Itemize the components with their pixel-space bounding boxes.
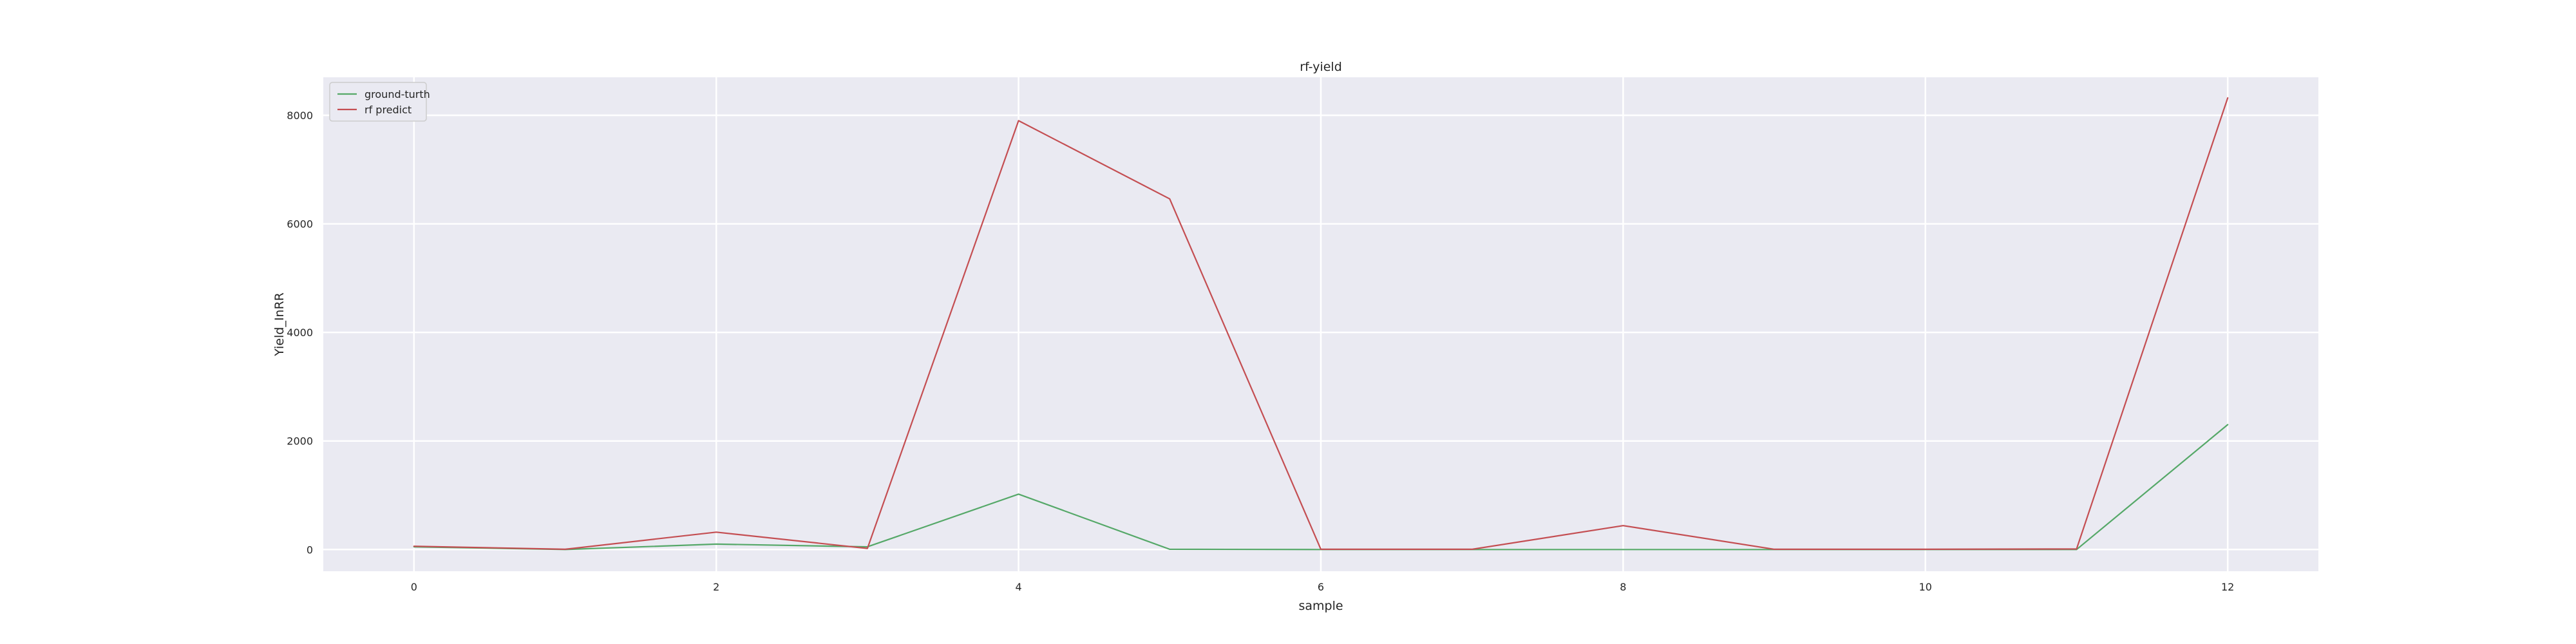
grid [323,77,2318,571]
y-tick-label: 2000 [287,435,313,448]
series-group [413,97,2229,551]
x-tick-label: 2 [713,581,719,593]
x-tick-label: 10 [1919,581,1932,593]
chart-title: rf-yield [1300,60,1342,74]
x-tick-label: 4 [1016,581,1022,593]
y-tick-label: 6000 [287,218,313,231]
y-tick-label: 8000 [287,109,313,122]
x-tick-label: 8 [1620,581,1626,593]
y-axis-label: Yield_InRR [272,292,287,357]
x-tick-label: 6 [1318,581,1324,593]
x-tick-label: 12 [2221,581,2234,593]
y-tick-label: 4000 [287,327,313,339]
legend: ground-turth rf predict [329,82,430,122]
x-axis-label: sample [1298,599,1343,613]
legend-box [329,82,427,122]
legend-label: ground-turth [365,88,430,100]
legend-label: rf predict [365,104,412,116]
x-tick-label: 0 [411,581,417,593]
series-line-2 [413,97,2229,551]
ticks: 0 2 4 6 8 10 12 0 2000 4000 6000 8000 [287,109,2234,593]
y-tick-label: 0 [307,544,313,556]
